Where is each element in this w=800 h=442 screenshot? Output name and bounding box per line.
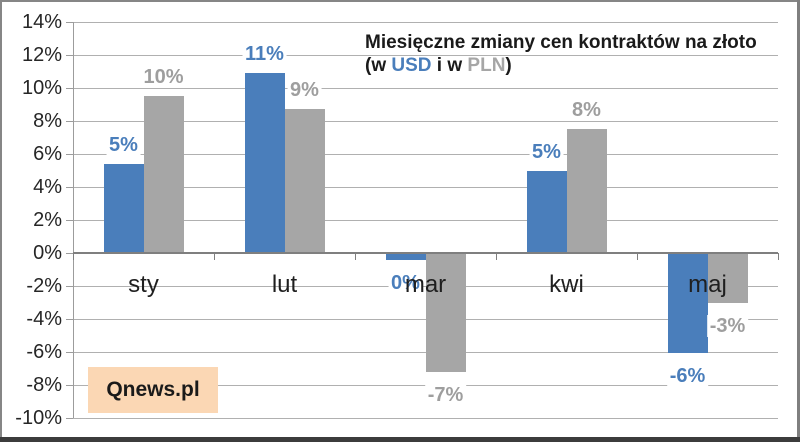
y-axis-label: 12% bbox=[21, 44, 62, 66]
bar-label-usd-maj: -6% bbox=[666, 364, 709, 387]
y-gridline bbox=[73, 154, 778, 155]
title-line2-part-0: (w bbox=[365, 55, 392, 76]
frame-border-bottom bbox=[0, 437, 800, 442]
x-axis-tick bbox=[496, 253, 497, 260]
frame-border-left bbox=[0, 0, 2, 442]
y-axis-label: -2% bbox=[26, 275, 62, 297]
category-label-maj: maj bbox=[688, 271, 727, 298]
x-axis-tick bbox=[778, 253, 779, 260]
frame-border-right bbox=[797, 0, 800, 442]
x-axis-tick bbox=[637, 253, 638, 260]
watermark-box: Qnews.pl bbox=[88, 367, 218, 413]
category-label-lut: lut bbox=[271, 271, 298, 298]
y-axis-tick bbox=[66, 385, 73, 386]
y-axis-tick bbox=[66, 154, 73, 155]
bar-pln-mar bbox=[425, 253, 466, 372]
y-axis-tick bbox=[66, 319, 73, 320]
y-gridline bbox=[73, 22, 778, 23]
y-axis-tick bbox=[66, 253, 73, 254]
bar-label-usd-lut: 11% bbox=[242, 43, 287, 66]
title-line2-part-3: PLN bbox=[467, 55, 506, 76]
bar-label-usd-mar: 0% bbox=[388, 272, 423, 295]
y-gridline bbox=[73, 418, 778, 419]
y-axis-tick bbox=[66, 55, 73, 56]
bar-label-usd-sty: 5% bbox=[106, 133, 141, 156]
y-axis-label: -6% bbox=[26, 341, 62, 363]
chart-title: Miesięczne zmiany cen kontraktów na złot… bbox=[365, 31, 785, 77]
y-axis-label: 8% bbox=[33, 110, 62, 132]
title-line2-part-1: USD bbox=[391, 55, 432, 76]
y-axis-label: -8% bbox=[26, 374, 62, 396]
chart-title-line2: (w USD i w PLN) bbox=[365, 54, 785, 77]
frame-border-top bbox=[0, 0, 800, 2]
bar-usd-maj bbox=[667, 253, 708, 353]
y-axis-tick bbox=[66, 121, 73, 122]
bar-label-pln-maj: -3% bbox=[706, 314, 749, 337]
bar-pln-sty bbox=[143, 96, 184, 253]
category-label-sty: sty bbox=[128, 271, 159, 298]
y-axis-tick bbox=[66, 22, 73, 23]
bar-pln-maj bbox=[707, 253, 748, 303]
y-axis-label: 10% bbox=[21, 77, 62, 99]
y-gridline bbox=[73, 121, 778, 122]
category-label-mar: mar bbox=[404, 271, 447, 298]
y-gridline bbox=[73, 88, 778, 89]
chart-title-line1: Miesięczne zmiany cen kontraktów na złot… bbox=[365, 32, 757, 53]
x-axis-tick bbox=[355, 253, 356, 260]
bar-label-pln-mar: -7% bbox=[424, 383, 467, 406]
category-label-kwi: kwi bbox=[549, 271, 584, 298]
bar-usd-mar bbox=[385, 253, 426, 261]
y-axis-tick bbox=[66, 352, 73, 353]
x-axis-zero-line bbox=[73, 252, 778, 254]
y-axis-tick bbox=[66, 286, 73, 287]
y-gridline bbox=[73, 187, 778, 188]
x-axis-tick bbox=[214, 253, 215, 260]
title-line2-part-2: i w bbox=[431, 55, 468, 76]
bar-label-pln-kwi: 8% bbox=[569, 99, 604, 122]
y-axis-label: 0% bbox=[33, 242, 62, 264]
y-axis-tick bbox=[66, 418, 73, 419]
bar-label-pln-lut: 9% bbox=[287, 79, 322, 102]
bar-usd-kwi bbox=[526, 170, 567, 253]
y-axis-line bbox=[73, 22, 74, 418]
x-axis-tick bbox=[73, 253, 74, 260]
y-axis-tick bbox=[66, 88, 73, 89]
y-axis-tick bbox=[66, 187, 73, 188]
bar-pln-lut bbox=[284, 109, 325, 253]
title-line2-part-4: ) bbox=[505, 55, 512, 76]
bar-label-usd-kwi: 5% bbox=[529, 140, 564, 163]
y-axis-label: 14% bbox=[21, 11, 62, 33]
y-axis-label: 2% bbox=[33, 209, 62, 231]
watermark-label: Qnews.pl bbox=[106, 378, 200, 401]
y-axis-label: 4% bbox=[33, 176, 62, 198]
y-gridline bbox=[73, 220, 778, 221]
y-axis-tick bbox=[66, 220, 73, 221]
bar-usd-sty bbox=[103, 163, 144, 253]
bar-label-pln-sty: 10% bbox=[140, 66, 187, 89]
y-axis-label: -10% bbox=[15, 407, 62, 429]
y-axis-label: -4% bbox=[26, 308, 62, 330]
bar-usd-lut bbox=[244, 73, 285, 253]
bar-pln-kwi bbox=[566, 129, 607, 253]
y-gridline bbox=[73, 55, 778, 56]
y-axis-label: 6% bbox=[33, 143, 62, 165]
